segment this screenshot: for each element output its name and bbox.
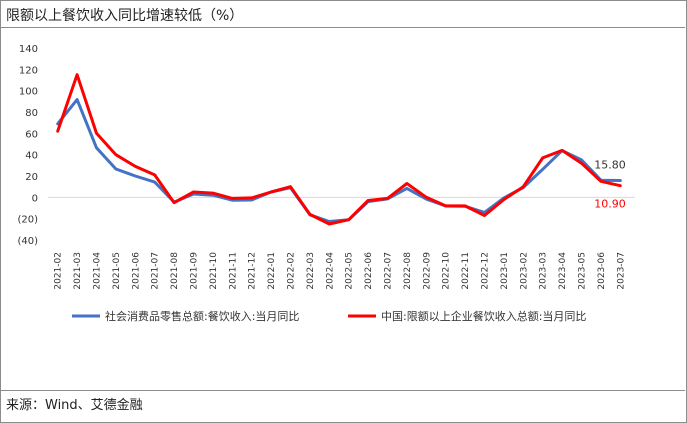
data-label: 15.80 [594, 158, 626, 171]
x-tick-label: 2022-02 [287, 252, 297, 290]
x-tick-label: 2021-11 [228, 252, 238, 290]
legend-label: 社会消费品零售总额:餐饮收入:当月同比 [105, 309, 299, 323]
x-tick-label: 2021-02 [54, 252, 64, 290]
x-tick-label: 2021-04 [93, 252, 103, 290]
y-tick-label: (20) [17, 215, 38, 226]
series-line-retail-catering [56, 98, 622, 223]
x-tick-label: 2023-05 [578, 252, 588, 290]
x-tick-label: 2022-10 [442, 252, 452, 290]
x-tick-label: 2022-12 [481, 252, 491, 290]
title-divider [0, 27, 685, 28]
x-tick-label: 2023-07 [616, 252, 626, 290]
x-tick-label: 2021-09 [190, 252, 200, 290]
x-tick-label: 2022-05 [345, 252, 355, 290]
data-label: 10.90 [594, 198, 626, 211]
y-tick-label: 20 [25, 172, 38, 183]
x-tick-label: 2021-06 [131, 252, 141, 290]
y-tick-label: 60 [25, 129, 38, 140]
y-tick-label: 120 [19, 65, 38, 76]
y-tick-label: (40) [17, 236, 38, 247]
x-tick-label: 2023-03 [539, 252, 549, 290]
y-tick-label: 0 [32, 193, 38, 204]
x-tick-label: 2022-09 [422, 252, 432, 290]
series-line-above-quota-catering [56, 73, 622, 226]
x-tick-label: 2023-02 [519, 252, 529, 290]
x-tick-label: 2021-03 [73, 252, 83, 290]
x-tick-label: 2022-06 [364, 252, 374, 290]
x-tick-label: 2023-01 [500, 252, 510, 290]
x-tick-label: 2022-07 [384, 252, 394, 290]
x-tick-label: 2022-08 [403, 252, 413, 290]
x-tick-label: 2022-04 [325, 252, 335, 290]
x-tick-label: 2022-01 [267, 252, 277, 290]
x-tick-label: 2023-04 [558, 252, 568, 290]
x-tick-label: 2023-06 [597, 252, 607, 290]
line-chart: 140 120 100 80 60 40 20 0 (20) (40) 2021-02 2021-03… [17, 44, 635, 323]
y-tick-label: 140 [19, 44, 38, 55]
source-divider [0, 390, 685, 391]
x-tick-label: 2021-05 [112, 252, 122, 290]
y-tick-label: 40 [25, 151, 38, 162]
x-tick-label: 2021-12 [248, 252, 258, 290]
x-tick-label: 2021-10 [209, 252, 219, 290]
x-tick-label: 2021-07 [151, 252, 161, 290]
x-tick-label: 2022-03 [306, 252, 316, 290]
source-note: 来源：Wind、艾德金融 [6, 398, 143, 413]
legend-label: 中国:限额以上企业餐饮收入总额:当月同比 [381, 309, 586, 323]
x-tick-label: 2021-08 [170, 252, 180, 290]
x-tick-label: 2022-11 [461, 252, 471, 290]
chart-title: 限额以上餐饮收入同比增速较低（%） [6, 8, 244, 24]
y-tick-label: 100 [19, 87, 38, 98]
y-tick-label: 80 [25, 108, 38, 119]
